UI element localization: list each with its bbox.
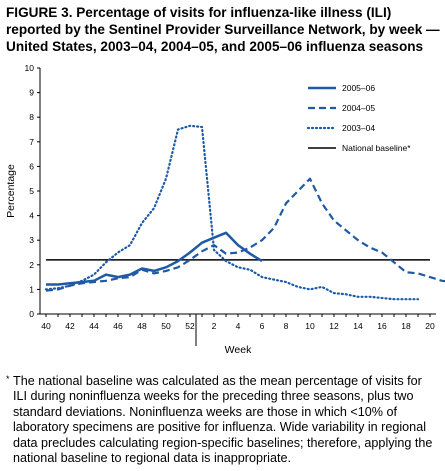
legend-label-solid: 2005–06 [342, 83, 375, 93]
y-tick-label: 3 [29, 235, 34, 245]
x-tick-label: 18 [401, 321, 411, 331]
y-tick-label: 10 [25, 63, 35, 73]
x-axis-title: Week [225, 344, 252, 356]
x-tick-label: 14 [353, 321, 363, 331]
x-tick-label: 12 [329, 321, 339, 331]
x-tick-label: 48 [137, 321, 147, 331]
x-tick-label: 44 [89, 321, 99, 331]
y-axis-title: Percentage [5, 164, 17, 218]
y-tick-label: 7 [29, 137, 34, 147]
y-tick-label: 5 [29, 186, 34, 196]
footnote-marker: * [6, 374, 10, 384]
y-tick-label: 2 [29, 260, 34, 270]
x-tick-label: 2 [212, 321, 217, 331]
y-tick-label: 1 [29, 284, 34, 294]
series-line-dotted [44, 124, 420, 301]
x-tick-label: 4 [236, 321, 241, 331]
legend-label-baseline: National baseline* [342, 143, 411, 153]
legend-label-dashed: 2004–05 [342, 103, 375, 113]
x-tick-label: 16 [377, 321, 387, 331]
footnote-text: The national baseline was calculated as … [13, 374, 433, 466]
x-tick-label: 8 [284, 321, 289, 331]
x-tick-label: 6 [260, 321, 265, 331]
y-tick-label: 4 [29, 211, 34, 221]
x-tick-label: 46 [113, 321, 123, 331]
legend-label-dotted: 2003–04 [342, 123, 375, 133]
series-line-solid [46, 231, 263, 286]
y-tick-label: 8 [29, 112, 34, 122]
x-tick-label: 50 [161, 321, 171, 331]
y-tick-label: 0 [29, 309, 34, 319]
x-tick-label: 20 [425, 321, 435, 331]
y-tick-label: 6 [29, 161, 34, 171]
x-tick-label: 40 [41, 321, 51, 331]
x-tick-label: 42 [65, 321, 75, 331]
footnote: * The national baseline was calculated a… [6, 374, 438, 466]
x-tick-label: 10 [305, 321, 315, 331]
figure-title: FIGURE 3. Percentage of visits for influ… [6, 5, 440, 54]
x-tick-label: 52 [185, 321, 195, 331]
y-tick-label: 9 [29, 88, 34, 98]
